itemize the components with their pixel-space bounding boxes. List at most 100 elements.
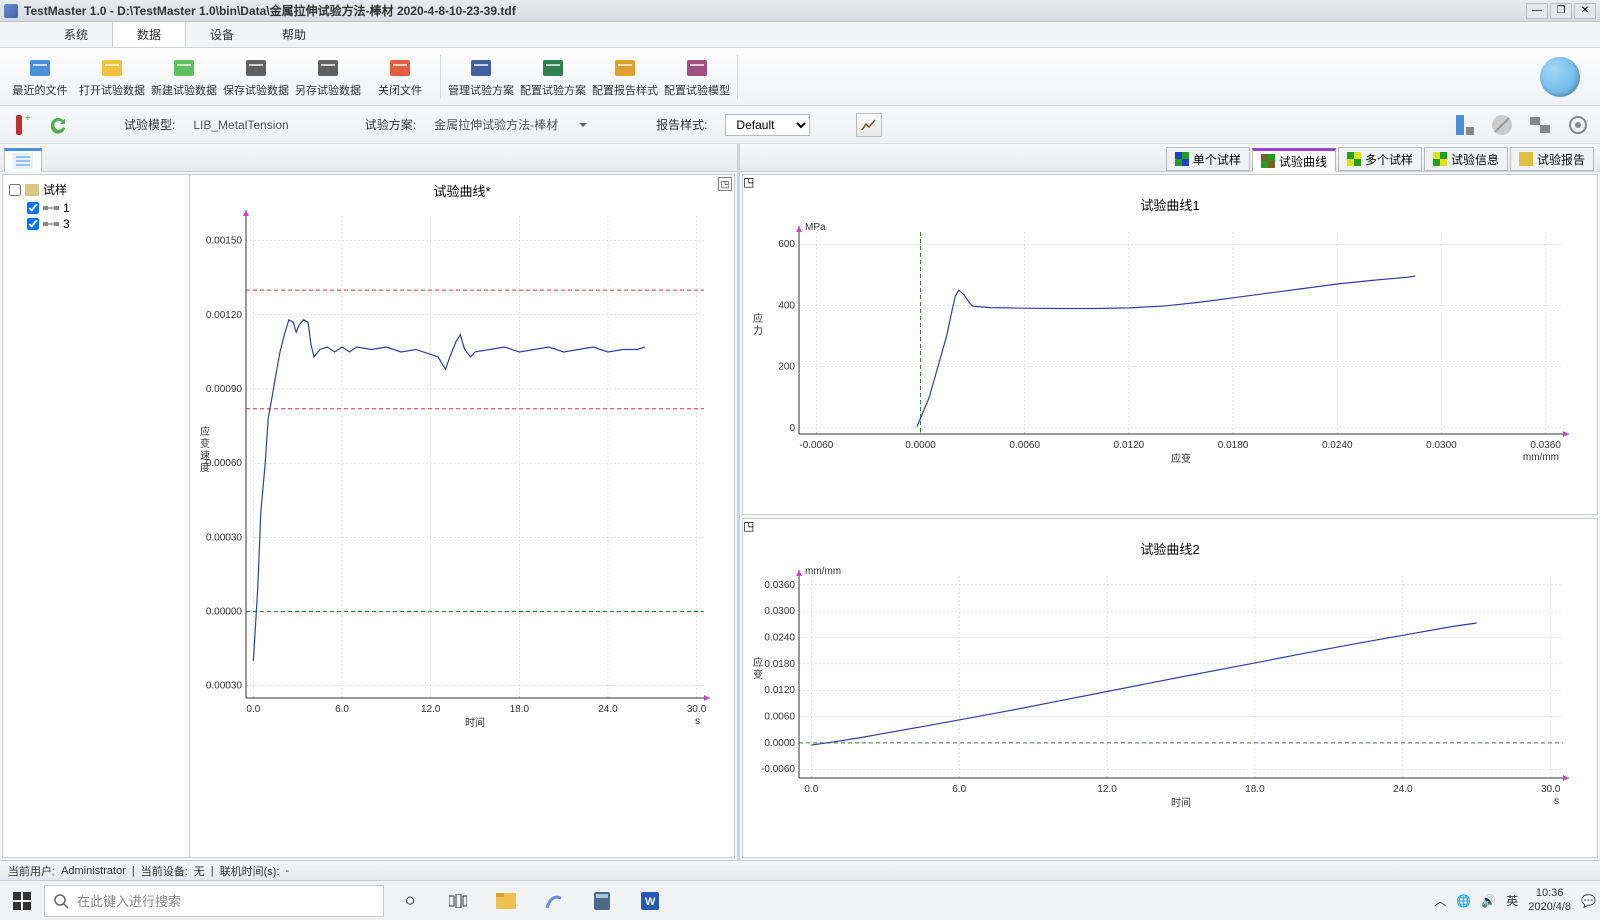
tree-item[interactable]: 3 [7,216,185,232]
cfg-model-button[interactable]: 配置试验模型 [663,50,731,104]
svg-text:0.00060: 0.00060 [206,458,243,469]
word-icon[interactable]: W [636,887,664,915]
refresh-icon[interactable] [48,113,68,137]
svg-text:0.0000: 0.0000 [764,737,795,748]
cfg-plan-button[interactable]: 配置试验方案 [519,50,587,104]
tray-notifications-icon[interactable]: 💬 [1581,894,1596,908]
network-icon[interactable] [1528,113,1552,137]
right-panel: 单个试样试验曲线多个试样试验信息试验报告 ◳ 试验曲线1 -0.00600.00… [740,144,1600,860]
saveas-data-button[interactable]: 另存试验数据 [294,50,362,104]
svg-text:0.00000: 0.00000 [206,606,243,617]
new-data-button[interactable]: 新建试验数据 [150,50,218,104]
machine-icon[interactable] [1452,113,1476,137]
svg-text:0.0180: 0.0180 [764,658,795,669]
menu-系统[interactable]: 系统 [40,22,112,47]
menu-设备[interactable]: 设备 [186,22,258,47]
app-taskbar-icon[interactable] [540,887,568,915]
taskview-icon[interactable] [444,887,472,915]
main-area: 试样 13 ◳ 试验曲线* 0.06.012.018.024.030.00.00… [0,144,1600,860]
tree-item[interactable]: 1 [7,200,185,216]
cfg-model-icon [683,56,711,80]
specimen-add-icon[interactable]: + [10,113,30,137]
tree-root-label: 试样 [43,181,67,198]
svg-text:0.00120: 0.00120 [206,310,243,321]
tab-color-icon [1347,152,1361,166]
close-button[interactable]: ✕ [1574,3,1596,19]
explorer-icon[interactable] [492,887,520,915]
svg-text:6.0: 6.0 [952,784,966,795]
tree-item-checkbox[interactable] [27,218,39,230]
chart-title: 试验曲线2 [743,533,1597,560]
clock-gauge-icon [1540,57,1580,97]
plan-value: 金属拉伸试验方法-棒材 [434,116,558,133]
window-title: TestMaster 1.0 - D:\TestMaster 1.0\bin\D… [24,2,1526,19]
svg-text:200: 200 [778,362,795,373]
expand-icon[interactable]: ◳ [743,175,1597,189]
svg-text:应变: 应变 [1171,452,1191,465]
ribbon-toolbar: 最近的文件打开试验数据新建试验数据保存试验数据另存试验数据关闭文件管理试验方案配… [0,48,1600,106]
svg-text:变: 变 [200,437,210,450]
chart-preview-button[interactable] [856,113,882,137]
status-device-label: 当前设备: [141,863,188,879]
right-chart-1: ◳ 试验曲线1 -0.00600.00000.00600.01200.01800… [742,174,1598,515]
report-label: 报告样式: [656,116,707,133]
taskbar-search[interactable]: 在此键入进行搜索 [44,885,384,917]
svg-text:速: 速 [200,450,210,462]
open-data-button[interactable]: 打开试验数据 [78,50,146,104]
svg-text:应: 应 [200,425,210,438]
svg-text:18.0: 18.0 [510,704,530,715]
start-button[interactable] [4,885,40,917]
minimize-button[interactable]: — [1526,3,1548,19]
open-data-icon [98,56,126,80]
tray-clock[interactable]: 10:36 2020/4/8 [1528,887,1571,913]
menu-帮助[interactable]: 帮助 [258,22,330,47]
status-user-label: 当前用户: [8,863,55,879]
save-data-icon [242,56,270,80]
report-style-select[interactable]: Default [725,114,810,136]
svg-text:12.0: 12.0 [421,704,441,715]
svg-text:0.0120: 0.0120 [764,685,795,696]
maximize-button[interactable]: ❐ [1550,3,1572,19]
plan-dropdown-icon[interactable] [576,118,590,132]
svg-text:0.0060: 0.0060 [1009,440,1040,451]
tree-root[interactable]: 试样 [7,179,185,200]
cortana-icon[interactable]: ○ [396,887,424,915]
tree-root-checkbox[interactable] [9,184,21,196]
svg-text:0.00090: 0.00090 [206,384,243,395]
tray-chevron-icon[interactable]: ︿ [1434,892,1446,909]
specimen-icon [43,203,59,213]
recent-files-icon [26,56,54,80]
svg-text:时间: 时间 [1171,796,1191,809]
left-tab-chart[interactable] [4,148,42,172]
tray-network-icon[interactable]: 🌐 [1456,894,1471,908]
tab-多个试样[interactable]: 多个试样 [1338,147,1422,171]
tray-volume-icon[interactable]: 🔊 [1481,894,1496,908]
chart-r1-svg: -0.00600.00000.00600.01200.01800.02400.0… [743,216,1593,468]
close-file-button[interactable]: 关闭文件 [366,50,434,104]
svg-text:24.0: 24.0 [1393,784,1413,795]
tree-item-checkbox[interactable] [27,202,39,214]
search-placeholder: 在此键入进行搜索 [77,891,181,910]
mgr-plan-button[interactable]: 管理试验方案 [447,50,515,104]
expand-icon[interactable]: ◳ [718,177,732,191]
tab-试验信息[interactable]: 试验信息 [1424,147,1508,171]
settings-gear-icon[interactable] [1566,113,1590,137]
recent-files-button[interactable]: 最近的文件 [6,50,74,104]
taskbar: 在此键入进行搜索 ○ W ︿ 🌐 🔊 英 10:36 2020/4/8 💬 [0,880,1600,920]
tab-单个试样[interactable]: 单个试样 [1166,147,1250,171]
menu-数据[interactable]: 数据 [112,21,186,47]
calculator-icon[interactable] [588,887,616,915]
status-bar: 当前用户: Administrator | 当前设备: 无 | 联机时间(s):… [0,860,1600,880]
svg-text:0.00030: 0.00030 [206,532,243,543]
tray-ime[interactable]: 英 [1506,892,1518,909]
expand-icon[interactable]: ◳ [743,519,1597,533]
save-data-button[interactable]: 保存试验数据 [222,50,290,104]
mgr-plan-icon [467,56,495,80]
svg-text:0.0000: 0.0000 [905,440,936,451]
chart-r2-svg: 0.06.012.018.024.030.0-0.00600.00000.006… [743,560,1593,812]
tab-试验曲线[interactable]: 试验曲线 [1252,148,1336,172]
svg-text:24.0: 24.0 [598,704,618,715]
svg-text:0.0180: 0.0180 [1218,440,1249,451]
tab-试验报告[interactable]: 试验报告 [1510,147,1594,171]
cfg-report-button[interactable]: 配置报告样式 [591,50,659,104]
